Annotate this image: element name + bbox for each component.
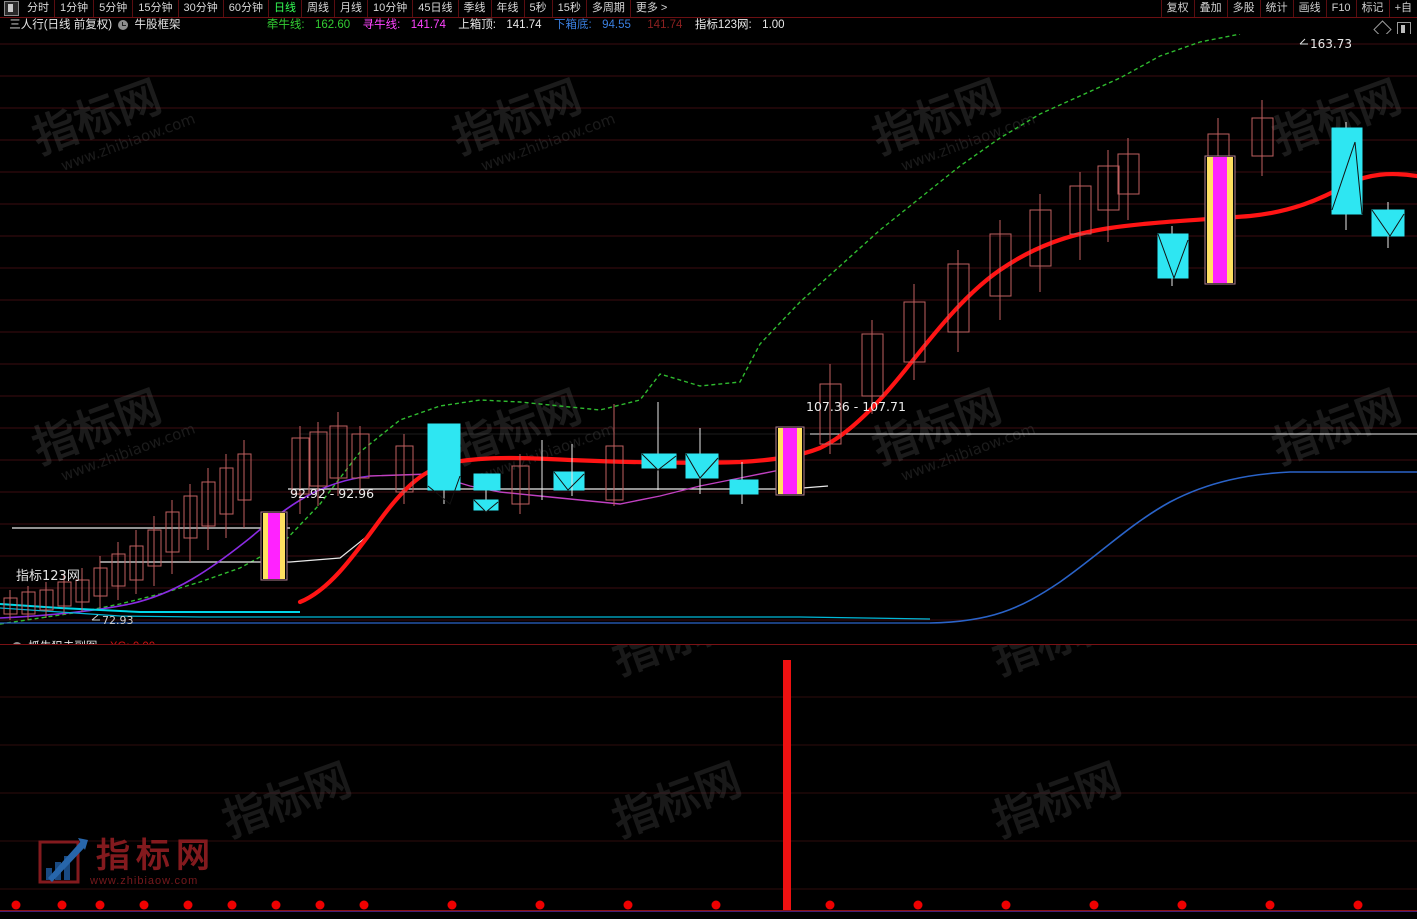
indicator-toggle-icon[interactable] bbox=[118, 20, 129, 30]
sub-gridlines bbox=[0, 696, 1417, 890]
sub-signal-bar bbox=[783, 660, 791, 911]
price-label-high: 163.73 bbox=[1310, 37, 1352, 51]
period-toolbar: 分时 1分钟 5分钟 15分钟 30分钟 60分钟 日线 周线 月线 10分钟 … bbox=[0, 0, 1417, 18]
toolbar-button-huaxian[interactable]: 画线 bbox=[1292, 0, 1326, 17]
series-red-ma bbox=[297, 171, 1417, 605]
svg-text:指标网: 指标网 bbox=[986, 645, 1127, 685]
signal-bars bbox=[260, 155, 1236, 581]
toolbar-button-duogu[interactable]: 多股 bbox=[1226, 0, 1260, 17]
left-note-label: 指标123网 bbox=[16, 569, 80, 584]
svg-text:指标网: 指标网 bbox=[606, 754, 747, 847]
series-white-lower-step bbox=[100, 533, 371, 563]
indicator-info-bar: 三人行(日线 前复权) 牛股框架 牵牛线: 162.60 寻牛线: 141.74… bbox=[0, 18, 1417, 33]
toolbar-button-tongji[interactable]: 统计 bbox=[1259, 0, 1293, 17]
period-item-15[interactable]: 多周期 bbox=[585, 0, 630, 17]
field-label-xiaxiangdi: 下箱底: bbox=[553, 19, 592, 31]
gridlines bbox=[0, 43, 1417, 621]
main-chart-svg[interactable]: 指标网 www.zhibiaow.com 指标网 www.zhibiaow.co… bbox=[0, 34, 1417, 634]
period-item-8[interactable]: 月线 bbox=[334, 0, 367, 17]
sub-indicator-chart[interactable]: 指标网 指标网 指标网 指标网 指标网 bbox=[0, 644, 1417, 919]
field-value-extra: 141.74 bbox=[647, 19, 683, 31]
box-range-label-lower: 92.92 - 92.96 bbox=[290, 486, 374, 501]
period-item-5[interactable]: 60分钟 bbox=[222, 0, 268, 17]
toolbar-button-biaoji[interactable]: 标记 bbox=[1355, 0, 1389, 17]
toolbar-button-diejia[interactable]: 叠加 bbox=[1193, 0, 1227, 17]
candlestick-series bbox=[3, 100, 1405, 620]
period-item-4[interactable]: 30分钟 bbox=[177, 0, 223, 17]
brand-text-block: 指标网 www.zhibiaow.com bbox=[90, 839, 216, 887]
period-item-3[interactable]: 15分钟 bbox=[132, 0, 177, 17]
chart-annotations: 163.73 72.93 指标123网 92.92 - 92.96 107.36… bbox=[16, 37, 1352, 627]
price-label-low: 72.93 bbox=[102, 614, 134, 627]
signal-bar-1 bbox=[260, 511, 288, 581]
period-item-9[interactable]: 10分钟 bbox=[367, 0, 412, 17]
period-item-10[interactable]: 45日线 bbox=[412, 0, 457, 17]
svg-text:指标网: 指标网 bbox=[606, 645, 747, 685]
svg-text:指标网: 指标网 bbox=[216, 754, 357, 847]
field-label-qianniuxian: 牵牛线: bbox=[266, 19, 305, 31]
watermark-layer: 指标网 www.zhibiaow.com 指标网 www.zhibiaow.co… bbox=[26, 71, 1407, 485]
sub-chart-svg[interactable]: 指标网 指标网 指标网 指标网 指标网 bbox=[0, 645, 1417, 919]
period-item-1[interactable]: 1分钟 bbox=[54, 0, 93, 17]
signal-bar-2 bbox=[775, 426, 805, 496]
field-value-xunniuxian: 141.74 bbox=[410, 19, 446, 31]
period-item-12[interactable]: 年线 bbox=[490, 0, 524, 17]
period-item-6[interactable]: 日线 bbox=[268, 0, 301, 17]
field-value-zhibiao123: 1.00 bbox=[762, 19, 785, 31]
period-item-0[interactable]: 分时 bbox=[27, 2, 49, 14]
field-value-shangxiangding: 141.74 bbox=[506, 19, 542, 31]
period-toolbar-left: 分时 1分钟 5分钟 15分钟 30分钟 60分钟 日线 周线 月线 10分钟 … bbox=[0, 0, 672, 17]
price-pointer-arrow bbox=[1299, 38, 1308, 45]
main-price-chart[interactable]: 指标网 www.zhibiaow.com 指标网 www.zhibiaow.co… bbox=[0, 34, 1417, 634]
bottom-divider bbox=[0, 910, 1417, 911]
brand-name: 指标网 bbox=[96, 836, 216, 876]
series-magenta-mid bbox=[369, 463, 801, 505]
field-label-zhibiao123: 指标123网: bbox=[694, 19, 752, 31]
svg-text:指标网: 指标网 bbox=[986, 754, 1127, 847]
sub-dot-markers bbox=[11, 900, 1363, 910]
signal-bar-3 bbox=[1204, 155, 1236, 285]
period-item-2[interactable]: 5分钟 bbox=[93, 0, 132, 17]
sub-watermark-layer: 指标网 指标网 指标网 指标网 指标网 bbox=[216, 645, 1127, 847]
period-item-13[interactable]: 5秒 bbox=[523, 0, 552, 17]
series-green-dotted bbox=[0, 34, 1241, 625]
toolbar-button-add-favorite[interactable]: +自 bbox=[1388, 0, 1417, 17]
toolbar-button-fuquan[interactable]: 复权 bbox=[1160, 0, 1194, 17]
brand-logo: 指标网 www.zhibiaow.com bbox=[38, 838, 216, 888]
brand-mark-icon bbox=[38, 838, 88, 884]
series-purple-curve bbox=[0, 475, 371, 619]
box-range-label-upper: 107.36 - 107.71 bbox=[806, 399, 906, 414]
symbol-title: 三人行(日线 前复权) bbox=[9, 19, 113, 31]
low-pointer-arrow bbox=[91, 614, 100, 621]
period-item-16[interactable]: 更多 > bbox=[629, 0, 672, 17]
series-cyan-line-2 bbox=[0, 607, 931, 620]
window-icon[interactable] bbox=[4, 1, 19, 16]
period-item-11[interactable]: 季线 bbox=[457, 0, 491, 17]
period-item-7[interactable]: 周线 bbox=[301, 0, 334, 17]
field-label-xunniuxian: 寻牛线: bbox=[362, 19, 401, 31]
field-label-shangxiangding: 上箱顶: bbox=[458, 19, 496, 31]
period-toolbar-right: 复权 叠加 多股 统计 画线 F10 标记 +自 bbox=[1160, 0, 1417, 17]
series-blue-curve bbox=[929, 471, 1417, 624]
field-value-xiaxiangdi: 94.55 bbox=[602, 19, 631, 31]
period-item-14[interactable]: 15秒 bbox=[551, 0, 586, 17]
field-value-qianniuxian: 162.60 bbox=[314, 19, 351, 31]
toolbar-button-f10[interactable]: F10 bbox=[1325, 0, 1356, 17]
indicator-name[interactable]: 牛股框架 bbox=[134, 19, 181, 31]
brand-url: www.zhibiaow.com bbox=[90, 875, 199, 887]
